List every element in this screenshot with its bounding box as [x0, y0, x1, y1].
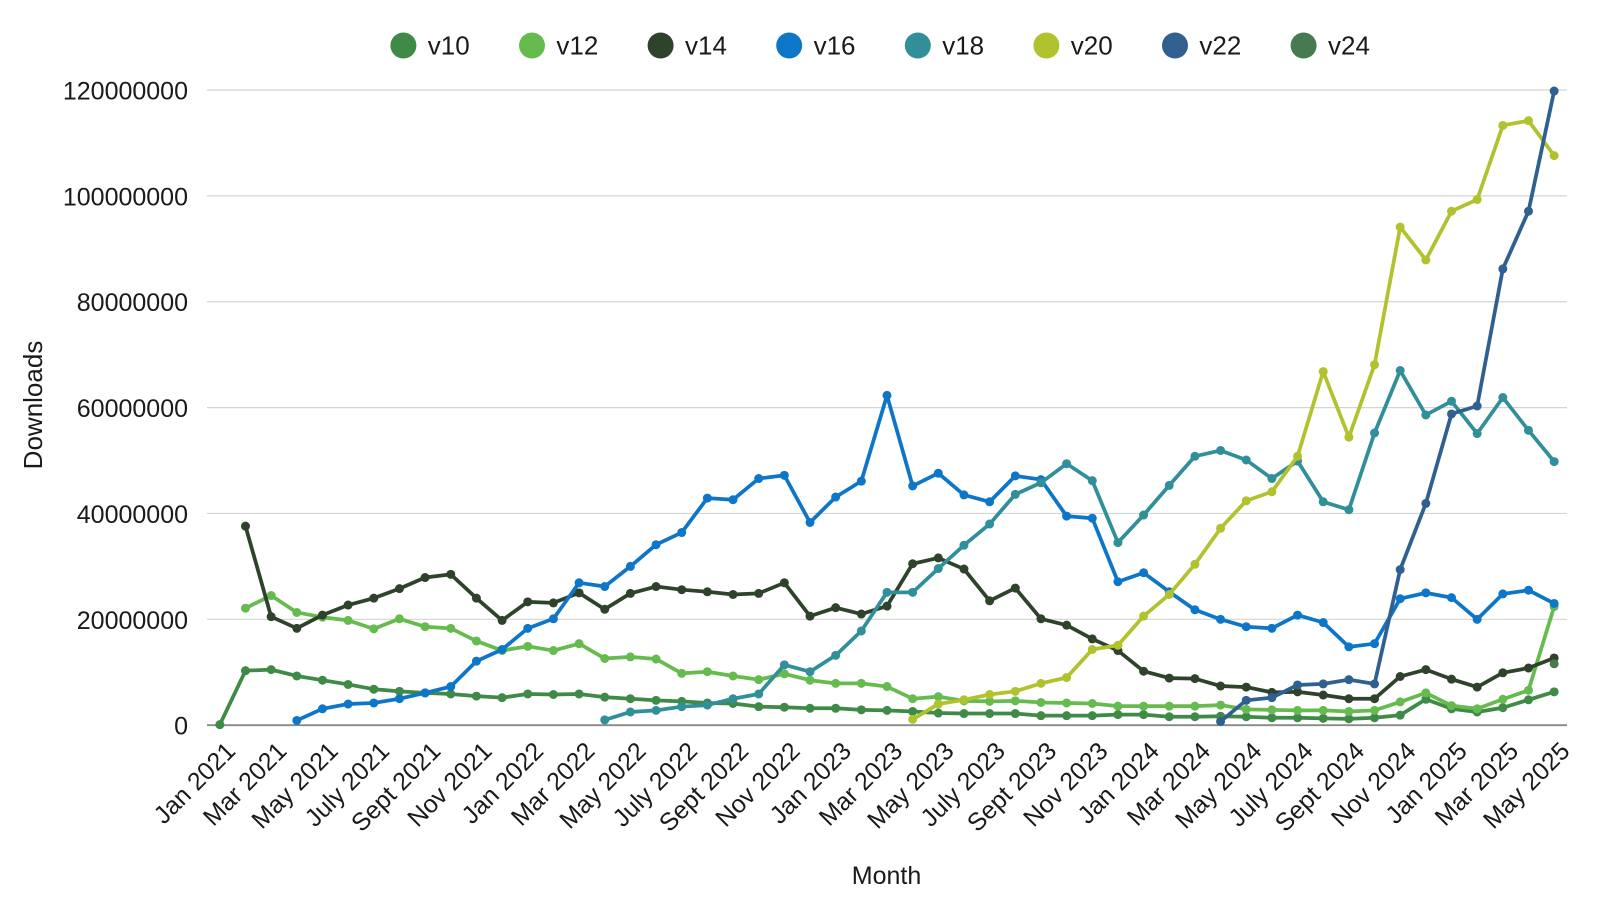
- svg-text:80000000: 80000000: [77, 289, 188, 317]
- svg-text:v10: v10: [428, 31, 470, 61]
- svg-text:120000000: 120000000: [63, 77, 188, 105]
- svg-text:v16: v16: [814, 31, 856, 61]
- svg-text:60000000: 60000000: [77, 395, 188, 423]
- svg-text:v22: v22: [1199, 31, 1241, 61]
- svg-text:40000000: 40000000: [77, 501, 188, 529]
- svg-text:v14: v14: [685, 31, 727, 61]
- svg-text:100000000: 100000000: [63, 183, 188, 211]
- svg-text:Month: Month: [852, 862, 921, 890]
- svg-text:0: 0: [174, 713, 188, 741]
- svg-text:v12: v12: [556, 31, 598, 61]
- svg-text:v18: v18: [942, 31, 984, 61]
- svg-text:Downloads: Downloads: [18, 341, 48, 470]
- svg-text:20000000: 20000000: [77, 607, 188, 635]
- svg-text:v24: v24: [1328, 31, 1370, 61]
- svg-text:v20: v20: [1071, 31, 1113, 61]
